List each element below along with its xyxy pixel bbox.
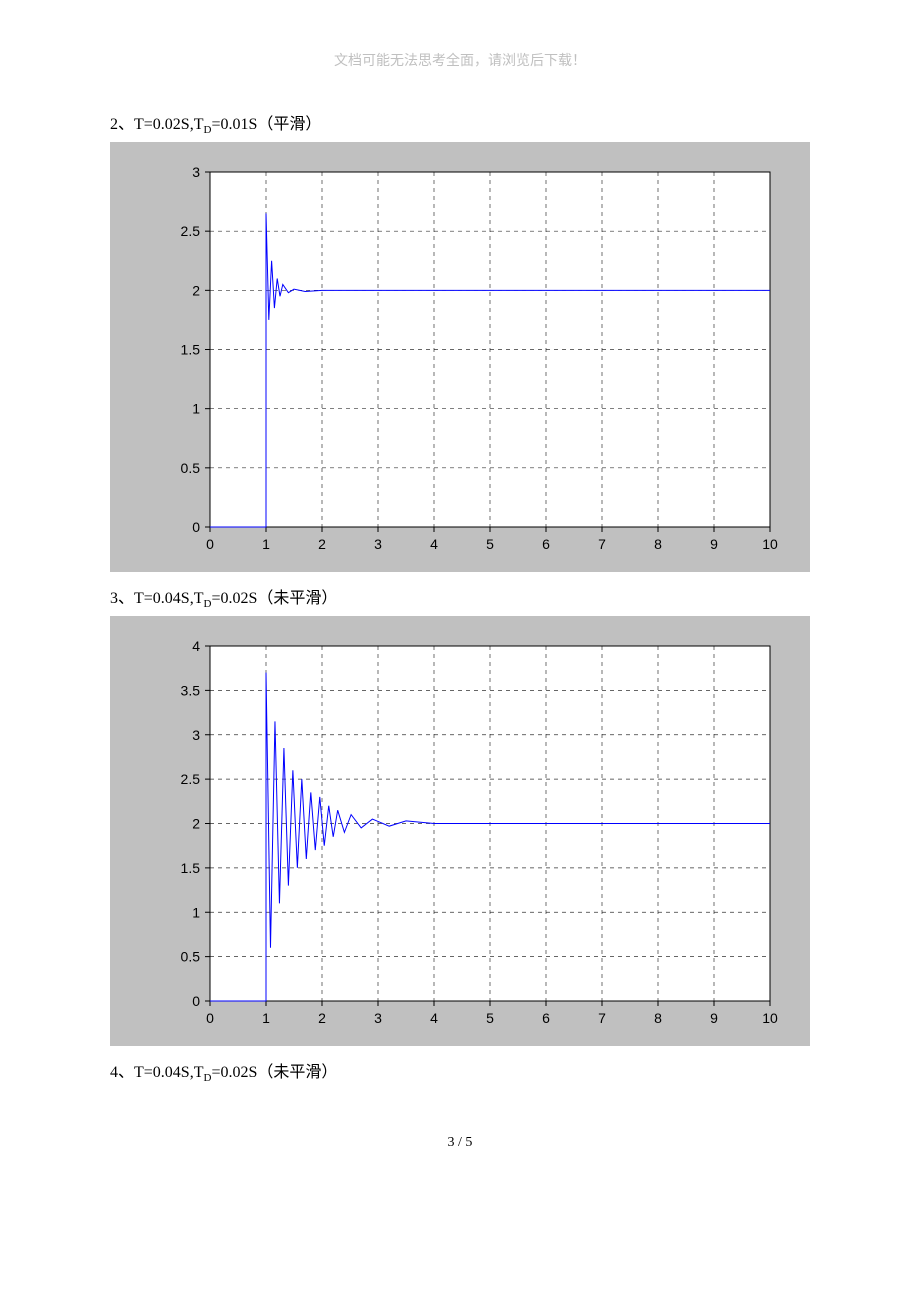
svg-text:2: 2 (192, 816, 200, 832)
caption-4-prefix: 4、T=0.04S,T (110, 1064, 203, 1081)
svg-text:1: 1 (192, 401, 200, 417)
svg-text:1.5: 1.5 (181, 860, 201, 876)
svg-text:3: 3 (192, 727, 200, 743)
svg-text:2: 2 (318, 1010, 326, 1026)
caption-2-prefix: 2、T=0.02S,T (110, 116, 203, 133)
figure-3: 0 1 2 3 4 5 6 7 8 9 10 0 0.5 1 1.5 2 2.5 3 3.5 4 (110, 616, 810, 1046)
svg-text:0: 0 (192, 519, 200, 535)
svg-text:4: 4 (192, 638, 200, 654)
figure-2: 0 1 2 3 4 5 6 7 8 9 10 0 0.5 1 1.5 2 2.5 3 (110, 142, 810, 572)
svg-text:3: 3 (374, 536, 382, 552)
svg-text:9: 9 (710, 536, 718, 552)
svg-text:10: 10 (762, 536, 778, 552)
header-note: 文档可能无法思考全面，请浏览后下载！ (110, 50, 810, 70)
svg-text:1.5: 1.5 (181, 342, 201, 358)
svg-text:5: 5 (486, 536, 494, 552)
svg-text:9: 9 (710, 1010, 718, 1026)
svg-text:6: 6 (542, 1010, 550, 1026)
svg-text:10: 10 (762, 1010, 778, 1026)
svg-text:0: 0 (192, 993, 200, 1009)
svg-text:4: 4 (430, 536, 438, 552)
svg-text:8: 8 (654, 1010, 662, 1026)
caption-2-suffix: =0.01S（平滑） (211, 116, 321, 133)
svg-text:7: 7 (598, 1010, 606, 1026)
caption-3-suffix: =0.02S（未平滑） (211, 590, 337, 607)
svg-text:5: 5 (486, 1010, 494, 1026)
svg-text:3: 3 (192, 164, 200, 180)
caption-2: 2、T=0.02S,TD=0.01S（平滑） (110, 110, 810, 136)
svg-text:1: 1 (262, 1010, 270, 1026)
svg-text:8: 8 (654, 536, 662, 552)
caption-3: 3、T=0.04S,TD=0.02S（未平滑） (110, 584, 810, 610)
caption-3-prefix: 3、T=0.04S,T (110, 590, 203, 607)
svg-text:1: 1 (192, 905, 200, 921)
svg-text:2: 2 (318, 536, 326, 552)
svg-text:6: 6 (542, 536, 550, 552)
svg-text:0.5: 0.5 (181, 460, 201, 476)
svg-text:2.5: 2.5 (181, 772, 201, 788)
svg-text:0: 0 (206, 1010, 214, 1026)
svg-text:4: 4 (430, 1010, 438, 1026)
svg-text:2.5: 2.5 (181, 223, 201, 239)
page-number: 3 / 5 (110, 1135, 810, 1151)
svg-text:2: 2 (192, 283, 200, 299)
chart-2-svg: 0 1 2 3 4 5 6 7 8 9 10 0 0.5 1 1.5 2 2.5 3 (110, 142, 810, 572)
svg-text:3: 3 (374, 1010, 382, 1026)
svg-text:7: 7 (598, 536, 606, 552)
svg-text:0: 0 (206, 536, 214, 552)
svg-text:3.5: 3.5 (181, 683, 201, 699)
svg-text:0.5: 0.5 (181, 949, 201, 965)
caption-4-suffix: =0.02S（未平滑） (211, 1064, 337, 1081)
svg-text:1: 1 (262, 536, 270, 552)
caption-4: 4、T=0.04S,TD=0.02S（未平滑） (110, 1058, 810, 1084)
chart-3-svg: 0 1 2 3 4 5 6 7 8 9 10 0 0.5 1 1.5 2 2.5 3 3.5 4 (110, 616, 810, 1046)
